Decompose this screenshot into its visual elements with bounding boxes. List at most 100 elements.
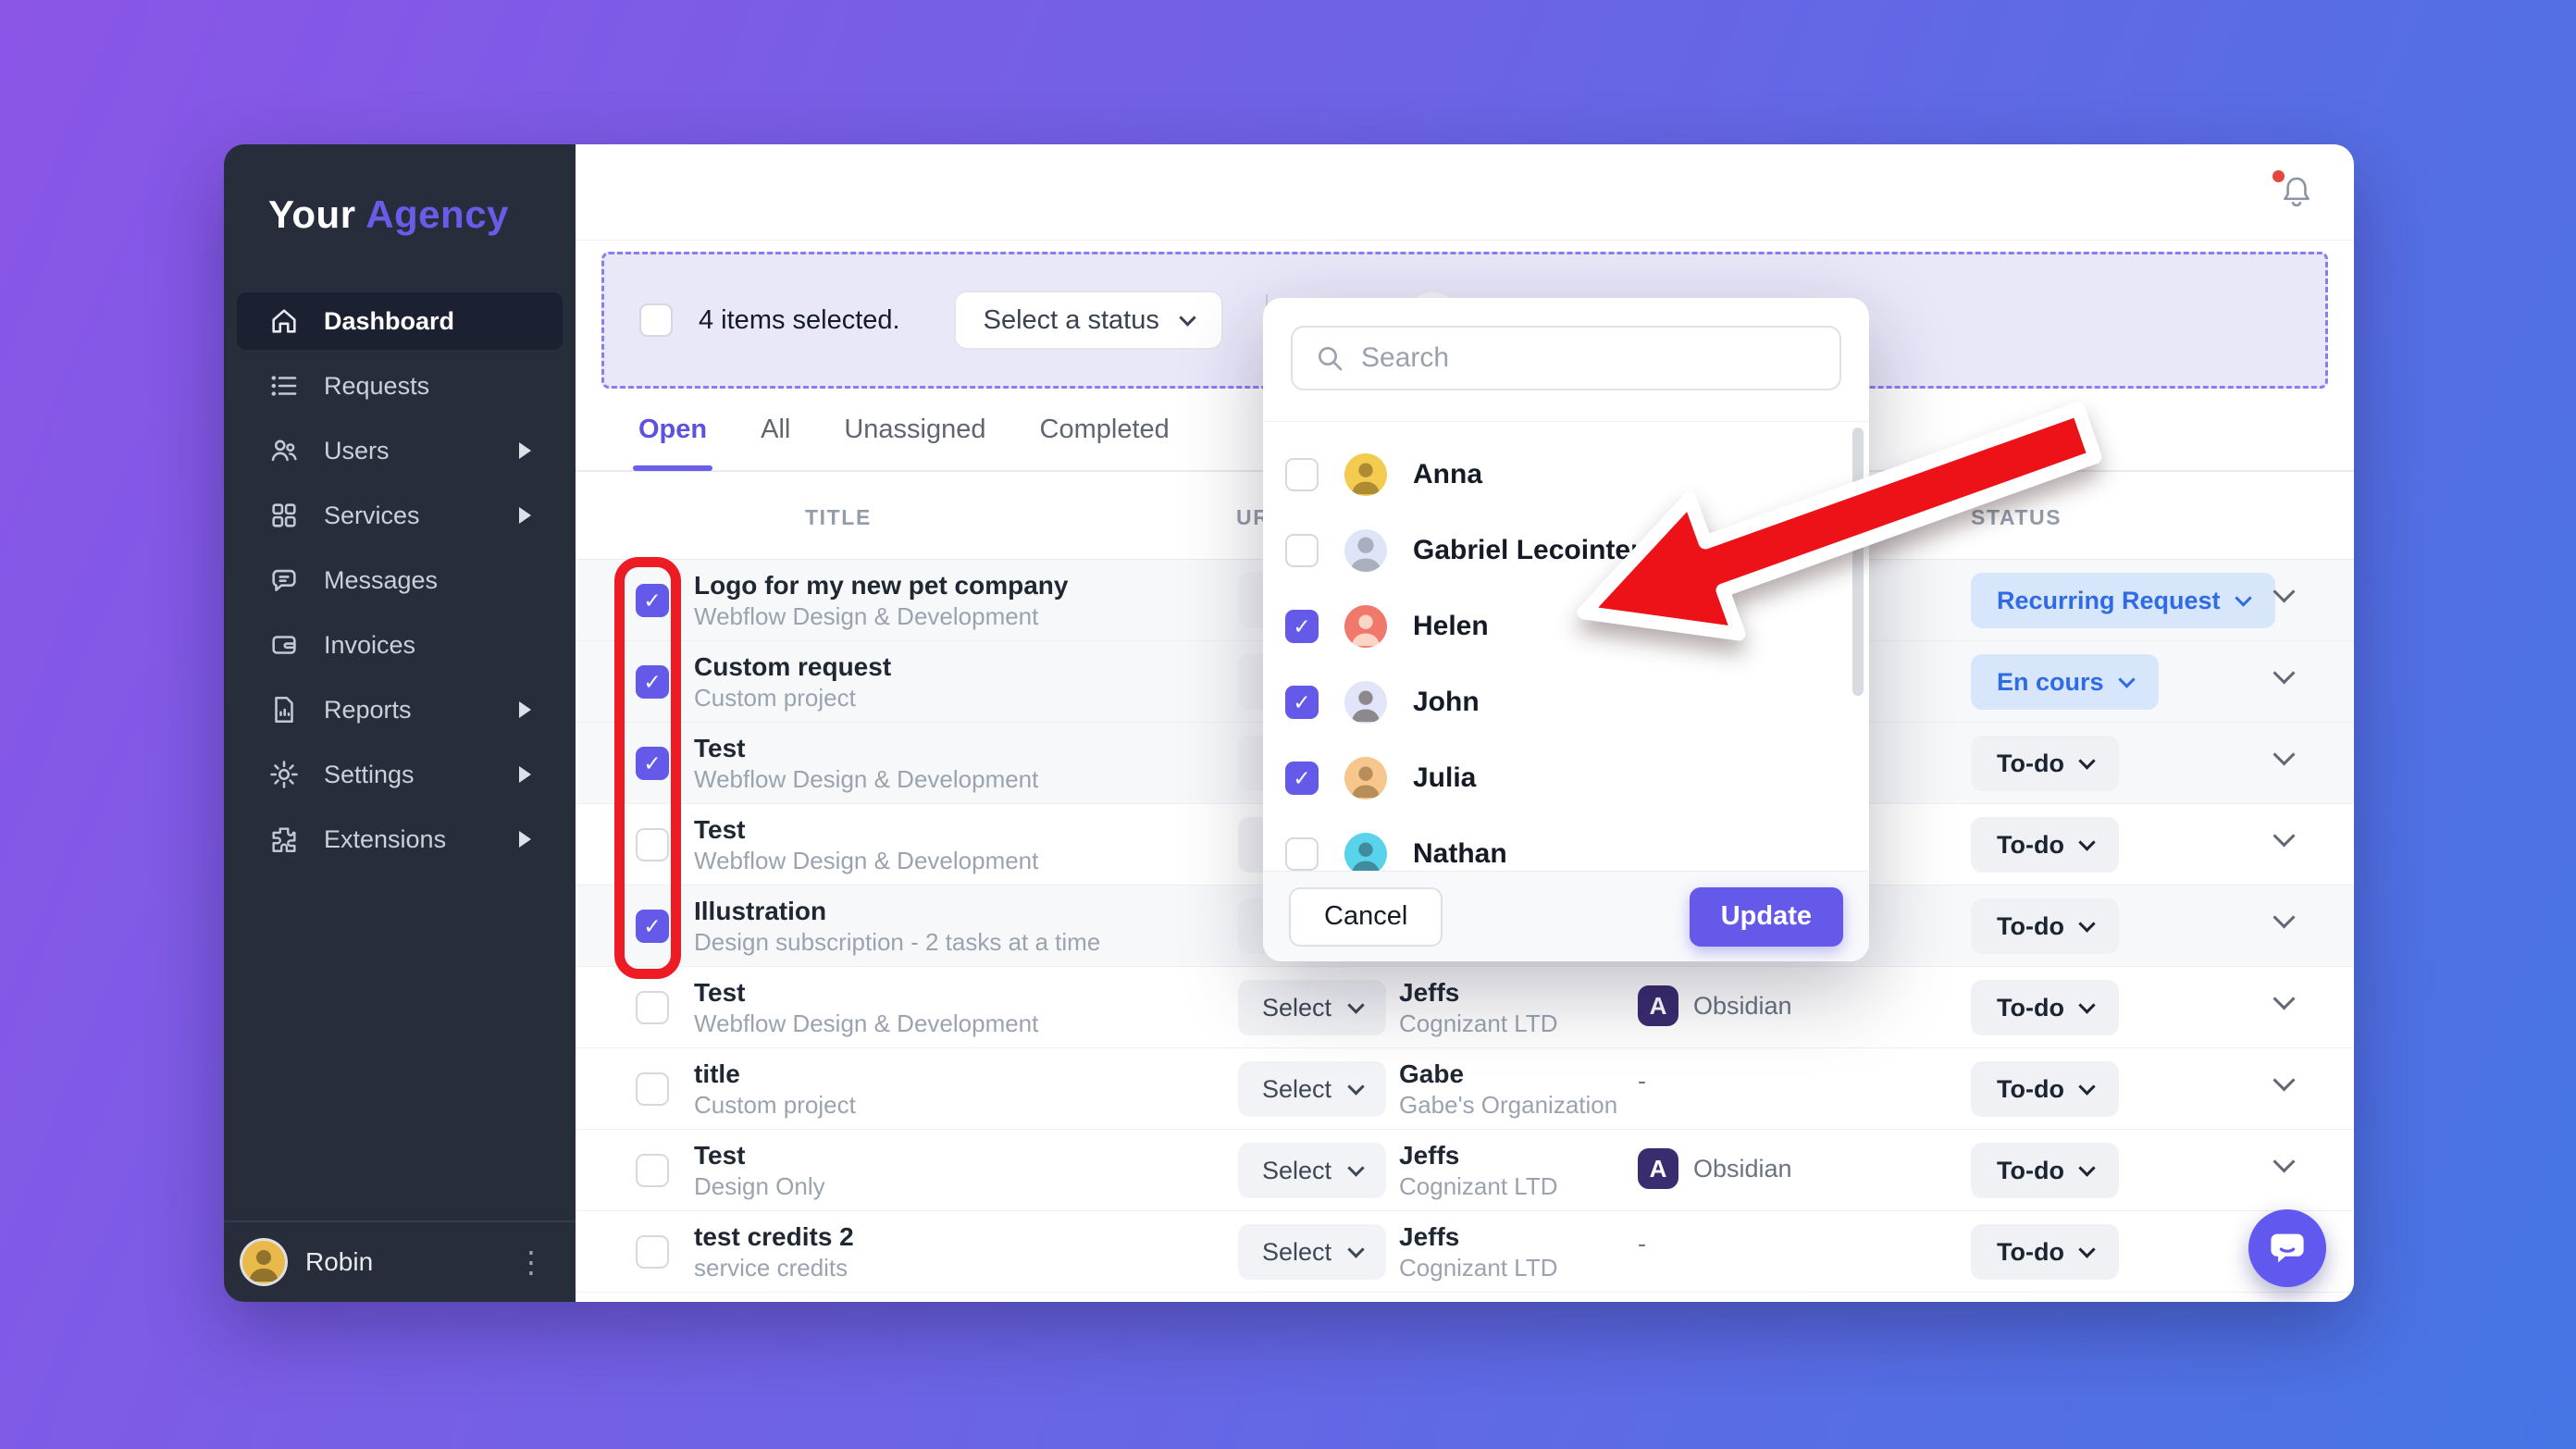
sidebar-item-services[interactable]: Services bbox=[237, 487, 563, 544]
tab-open[interactable]: Open bbox=[632, 389, 713, 471]
request-title: test credits 2 bbox=[694, 1222, 854, 1251]
chevron-right-icon bbox=[519, 701, 531, 718]
sidebar-item-invoices[interactable]: Invoices bbox=[237, 616, 563, 674]
status-badge[interactable]: To-do bbox=[1971, 980, 2119, 1035]
tab-completed[interactable]: Completed bbox=[1039, 415, 1170, 444]
select-all-checkbox[interactable] bbox=[639, 303, 673, 337]
sidebar-item-label: Settings bbox=[324, 760, 415, 788]
sidebar-item-requests[interactable]: Requests bbox=[237, 357, 563, 415]
chevron-down-icon bbox=[2234, 588, 2252, 607]
row-checkbox[interactable] bbox=[636, 991, 669, 1024]
avatar bbox=[1344, 453, 1387, 496]
status-badge[interactable]: To-do bbox=[1971, 898, 2119, 954]
sidebar: Your Agency Dashboard Requests Users Ser… bbox=[224, 144, 576, 1302]
status-badge[interactable]: To-do bbox=[1971, 1061, 2119, 1117]
request-subtitle: service credits bbox=[694, 1254, 848, 1282]
sidebar-item-dashboard[interactable]: Dashboard bbox=[237, 292, 563, 350]
avatar bbox=[1344, 605, 1387, 648]
assignee-checkbox[interactable] bbox=[1285, 686, 1319, 719]
status-badge[interactable]: To-do bbox=[1971, 817, 2119, 873]
update-button[interactable]: Update bbox=[1689, 886, 1843, 947]
assignee-checkbox[interactable] bbox=[1285, 610, 1319, 643]
request-subtitle: Design subscription - 2 tasks at a time bbox=[694, 928, 1101, 956]
row-checkbox[interactable] bbox=[636, 665, 669, 699]
assignee-checkbox[interactable] bbox=[1285, 837, 1319, 871]
select-status-label: Select a status bbox=[983, 304, 1159, 335]
tag-label: Obsidian bbox=[1693, 1154, 1792, 1183]
sidebar-nav: Dashboard Requests Users Services Messag… bbox=[224, 292, 576, 1220]
column-header-status: STATUS bbox=[1971, 505, 2062, 529]
expand-row-chevron[interactable] bbox=[2273, 580, 2296, 603]
search-input[interactable] bbox=[1361, 342, 1817, 374]
request-title: Test bbox=[694, 815, 746, 844]
chevron-right-icon bbox=[519, 766, 531, 783]
expand-row-chevron[interactable] bbox=[2273, 1069, 2296, 1092]
status-badge[interactable]: Recurring Request bbox=[1971, 573, 2275, 628]
chevron-down-icon bbox=[1347, 1158, 1365, 1177]
status-badge[interactable]: En cours bbox=[1971, 654, 2159, 710]
assignee-row[interactable]: Gabriel Lecointere bbox=[1263, 513, 1869, 588]
urgency-select[interactable]: Select bbox=[1238, 1224, 1387, 1280]
urgency-select[interactable]: Select bbox=[1238, 1143, 1387, 1198]
chevron-down-icon bbox=[1179, 308, 1196, 327]
row-checkbox[interactable] bbox=[636, 1154, 669, 1187]
users-icon bbox=[268, 435, 300, 466]
avatar bbox=[1344, 681, 1387, 724]
chevron-down-icon bbox=[1347, 1240, 1365, 1258]
scrollbar-thumb[interactable] bbox=[1852, 427, 1864, 696]
urgency-select[interactable]: Select bbox=[1238, 980, 1387, 1035]
sidebar-user-footer: Robin ⋮ bbox=[224, 1220, 576, 1302]
row-checkbox[interactable] bbox=[636, 584, 669, 617]
tab-all[interactable]: All bbox=[761, 415, 791, 444]
home-icon bbox=[268, 305, 300, 337]
assignee-row[interactable]: John bbox=[1263, 664, 1869, 740]
tab-unassigned[interactable]: Unassigned bbox=[844, 415, 986, 444]
assignee-row[interactable]: Nathan bbox=[1263, 816, 1869, 871]
select-status-dropdown[interactable]: Select a status bbox=[953, 291, 1223, 350]
chevron-down-icon bbox=[2078, 1077, 2096, 1096]
table-row: title Custom project Select Gabe Gabe's Or… bbox=[576, 1048, 2354, 1130]
user-name: Robin bbox=[305, 1247, 374, 1276]
modal-footer: Cancel Update bbox=[1263, 871, 1869, 961]
notifications-bell-icon[interactable] bbox=[2273, 170, 2313, 211]
expand-row-chevron[interactable] bbox=[2273, 743, 2296, 766]
sidebar-item-settings[interactable]: Settings bbox=[237, 746, 563, 803]
list-icon bbox=[268, 370, 300, 402]
row-checkbox[interactable] bbox=[636, 910, 669, 943]
cancel-button[interactable]: Cancel bbox=[1289, 886, 1443, 947]
assignee-row[interactable]: Anna bbox=[1263, 437, 1869, 513]
assignee-row[interactable]: Helen bbox=[1263, 588, 1869, 664]
request-title: Logo for my new pet company bbox=[694, 571, 1069, 600]
request-subtitle: Webflow Design & Development bbox=[694, 602, 1039, 630]
client-org: Cognizant LTD bbox=[1399, 1172, 1558, 1200]
status-badge[interactable]: To-do bbox=[1971, 736, 2119, 791]
row-checkbox[interactable] bbox=[636, 747, 669, 780]
sidebar-item-label: Messages bbox=[324, 565, 439, 594]
assignee-checkbox[interactable] bbox=[1285, 534, 1319, 567]
sidebar-item-label: Dashboard bbox=[324, 306, 455, 335]
expand-row-chevron[interactable] bbox=[2273, 662, 2296, 685]
expand-row-chevron[interactable] bbox=[2273, 1150, 2296, 1173]
tag-cell: A Obsidian bbox=[1638, 985, 1792, 1026]
row-checkbox[interactable] bbox=[636, 1072, 669, 1106]
sidebar-item-extensions[interactable]: Extensions bbox=[237, 811, 563, 868]
assignee-checkbox[interactable] bbox=[1285, 458, 1319, 491]
tag-label: Obsidian bbox=[1693, 991, 1792, 1020]
kebab-menu-icon[interactable]: ⋮ bbox=[516, 1245, 546, 1279]
brand-primary: Your bbox=[268, 192, 356, 236]
chat-launcher-button[interactable] bbox=[2248, 1209, 2326, 1287]
expand-row-chevron[interactable] bbox=[2273, 906, 2296, 929]
assignee-checkbox[interactable] bbox=[1285, 762, 1319, 795]
expand-row-chevron[interactable] bbox=[2273, 824, 2296, 848]
sidebar-item-users[interactable]: Users bbox=[237, 422, 563, 479]
expand-row-chevron[interactable] bbox=[2273, 987, 2296, 1010]
status-badge[interactable]: To-do bbox=[1971, 1224, 2119, 1280]
row-checkbox[interactable] bbox=[636, 1235, 669, 1269]
assignee-row[interactable]: Julia bbox=[1263, 740, 1869, 816]
status-badge[interactable]: To-do bbox=[1971, 1143, 2119, 1198]
urgency-select[interactable]: Select bbox=[1238, 1061, 1387, 1117]
sidebar-item-messages[interactable]: Messages bbox=[237, 551, 563, 609]
row-checkbox[interactable] bbox=[636, 828, 669, 861]
sidebar-item-reports[interactable]: Reports bbox=[237, 681, 563, 738]
avatar bbox=[1344, 757, 1387, 799]
